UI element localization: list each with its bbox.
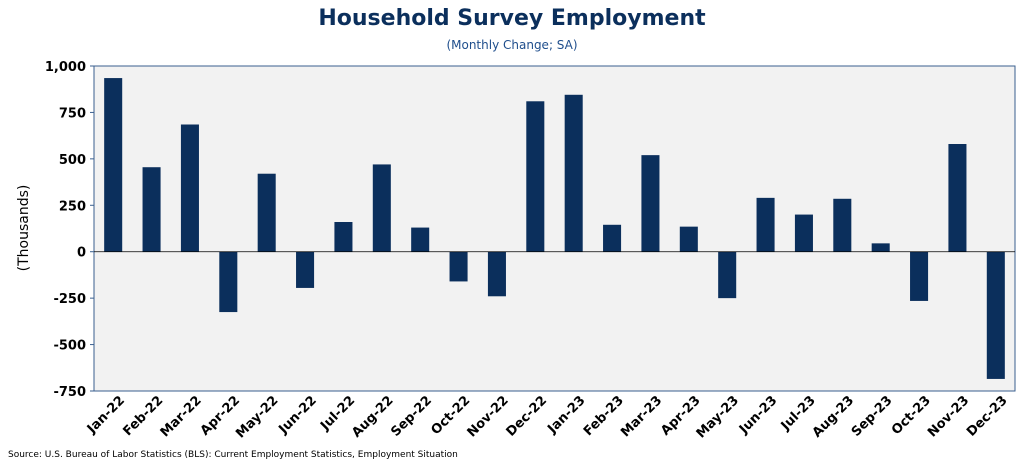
y-tick-label: 500 <box>59 153 86 168</box>
bar-feb-22 <box>142 167 161 252</box>
x-tick-label: Aug-22 <box>349 393 396 440</box>
bar-jan-23 <box>564 94 583 252</box>
bar-dec-22 <box>526 101 545 252</box>
x-tick-label: May-23 <box>694 393 742 441</box>
bar-aug-23 <box>833 198 852 252</box>
chart-subtitle: (Monthly Change; SA) <box>446 38 578 52</box>
bar-apr-23 <box>679 226 698 252</box>
bar-jan-22 <box>104 78 123 252</box>
source-note: Source: U.S. Bureau of Labor Statistics … <box>8 450 458 460</box>
x-tick-label: May-22 <box>233 393 281 441</box>
y-tick-label: -500 <box>53 339 86 354</box>
bar-nov-22 <box>487 251 506 297</box>
x-tick-label: Mar-23 <box>618 393 665 440</box>
bar-jul-22 <box>334 222 353 252</box>
x-tick-label: Dec-22 <box>504 393 551 440</box>
y-tick-label: 1,000 <box>45 60 86 75</box>
bar-sep-22 <box>411 227 430 252</box>
bar-oct-22 <box>449 251 468 282</box>
bar-may-22 <box>257 173 276 252</box>
bar-mar-22 <box>180 124 199 252</box>
bar-jul-23 <box>794 214 813 252</box>
bar-jun-22 <box>296 251 315 288</box>
y-axis-label: (Thousands) <box>16 185 32 272</box>
x-tick-label: Jun-22 <box>275 393 319 437</box>
x-tick-label: Nov-23 <box>925 393 972 440</box>
bar-aug-22 <box>372 164 391 252</box>
bar-mar-23 <box>641 155 660 252</box>
bar-apr-22 <box>219 251 238 313</box>
x-tick-label: Mar-22 <box>158 393 205 440</box>
x-tick-label: Jun-23 <box>736 393 780 437</box>
y-tick-label: -250 <box>53 292 86 307</box>
plot-area <box>93 65 1016 392</box>
chart-title: Household Survey Employment <box>318 6 706 31</box>
y-tick-label: -750 <box>53 385 86 400</box>
bar-dec-23 <box>986 251 1005 379</box>
bar-sep-23 <box>871 243 890 252</box>
bar-may-23 <box>718 251 737 299</box>
y-tick-label: 250 <box>59 199 86 214</box>
x-tick-label: Sep-23 <box>849 393 896 440</box>
x-tick-label: Sep-22 <box>388 393 435 440</box>
x-tick-label: Aug-23 <box>810 393 857 440</box>
x-tick-label: Dec-23 <box>964 393 1011 440</box>
bar-nov-23 <box>948 144 967 252</box>
y-tick-label: 750 <box>59 106 86 121</box>
y-tick-label: 0 <box>77 246 86 261</box>
bar-oct-23 <box>910 251 929 301</box>
bar-feb-23 <box>603 224 622 252</box>
bar-jun-23 <box>756 197 775 252</box>
x-tick-label: Nov-22 <box>465 393 512 440</box>
